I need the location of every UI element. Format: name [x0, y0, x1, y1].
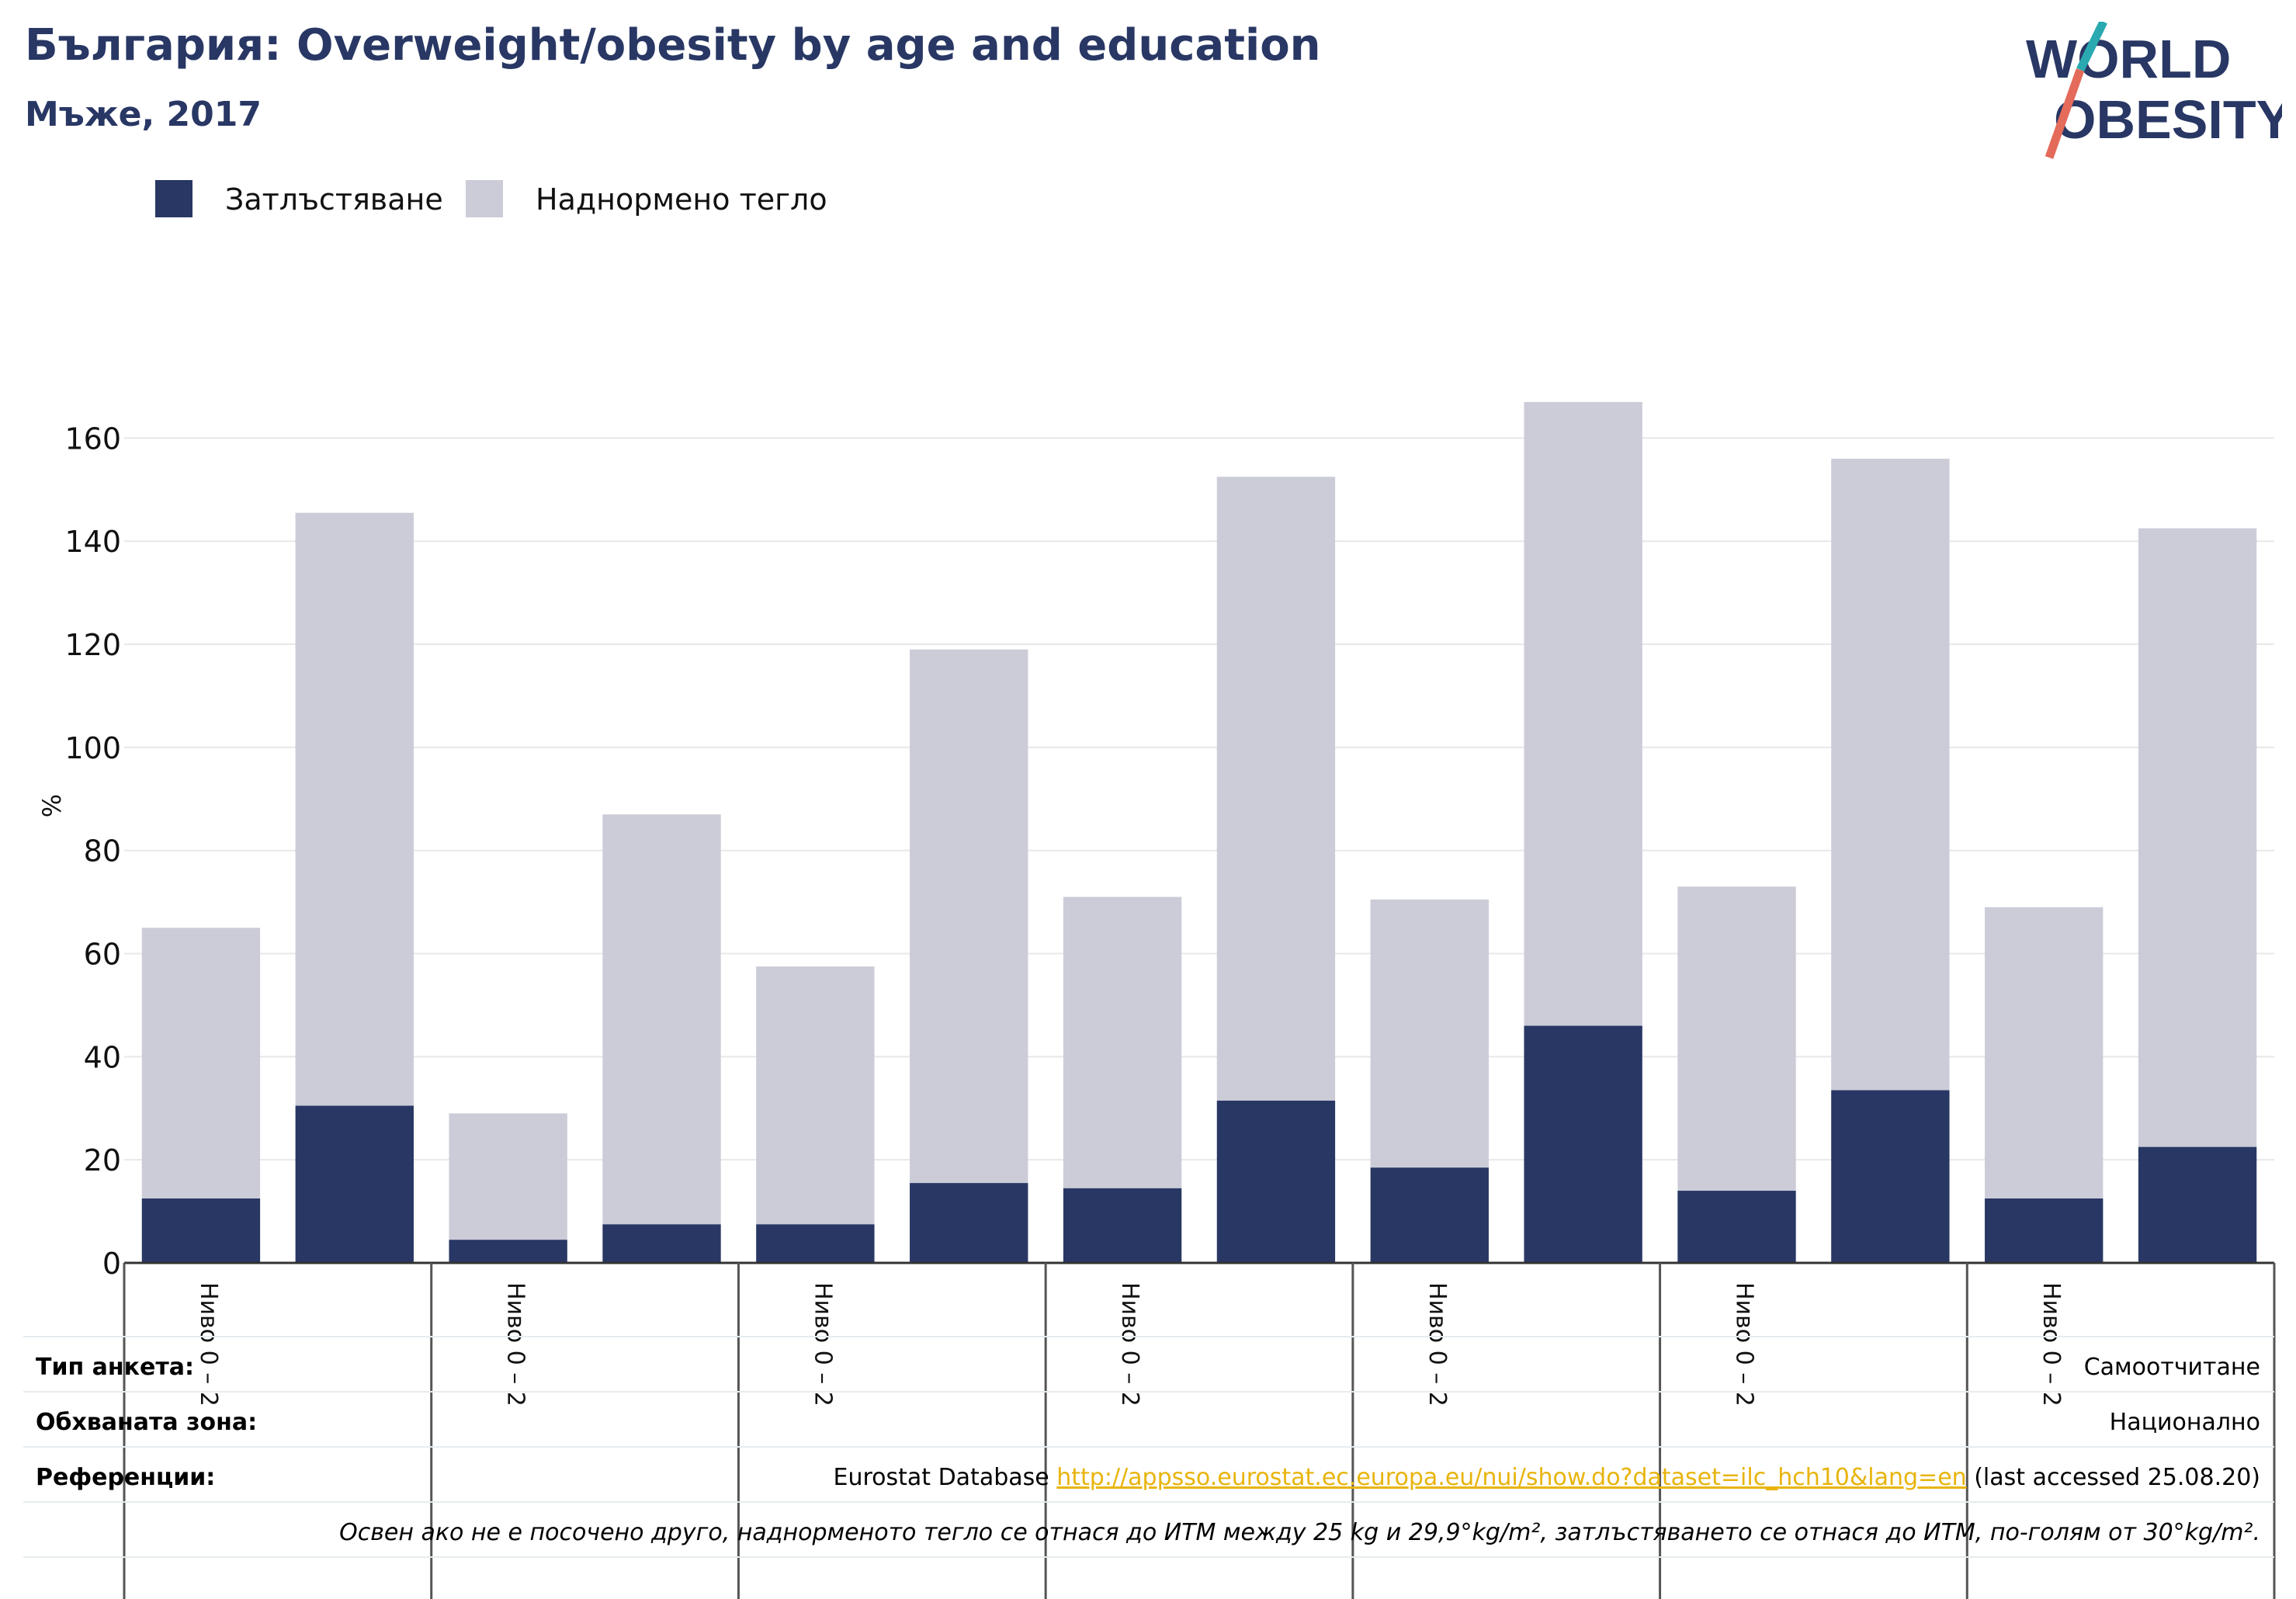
- chart-title: България: Overweight/obesity by age and …: [25, 20, 1321, 71]
- bar-overweight: [1524, 401, 1642, 1026]
- bar-obesity: [1370, 1167, 1489, 1263]
- bar-obesity: [1831, 1090, 1950, 1263]
- survey-type-value: Самоотчитане: [2083, 1354, 2260, 1381]
- bar-obesity: [1063, 1188, 1182, 1263]
- x-axis: Ниво 0 – 2 Ниво 0 – 2 Ниво 0 – 2 Ниво 0 – 2…: [123, 1261, 2276, 1599]
- y-tick-label: 0: [102, 1247, 121, 1281]
- references-suffix: (last accessed 25.08.20): [1974, 1464, 2260, 1491]
- bar-obesity: [756, 1224, 875, 1263]
- bar-overweight: [1370, 899, 1489, 1168]
- world-obesity-logo: WORLD OBESITY: [2026, 22, 2282, 159]
- bar-obesity: [1985, 1198, 2104, 1263]
- bars: [141, 401, 2257, 1263]
- bar-obesity: [2138, 1146, 2257, 1263]
- bar-obesity: [602, 1224, 721, 1263]
- grid-lines: [124, 437, 2274, 1161]
- bar-overweight: [756, 966, 875, 1225]
- group-label: Ниво 0 – 2: [195, 1282, 222, 1406]
- legend-swatch: [155, 180, 192, 217]
- group-label: Ниво 0 – 2: [1424, 1282, 1451, 1406]
- y-axis-label: %: [37, 794, 67, 817]
- footer-table-lines: [23, 1336, 2274, 1558]
- references-label: Референции:: [36, 1464, 216, 1491]
- legend-label: Затлъстяване: [225, 182, 443, 217]
- bar-overweight: [295, 512, 414, 1106]
- bar-obesity: [141, 1198, 261, 1263]
- bar-overweight: [602, 814, 721, 1225]
- y-tick-label: 80: [84, 834, 121, 869]
- group-label: Ниво 0 – 2: [502, 1282, 529, 1406]
- logo-line1: WORLD: [2026, 29, 2231, 89]
- logo-line2: OBESITY: [2054, 89, 2282, 150]
- references-link[interactable]: http://appsso.eurostat.ec.europa.eu/nui/…: [1056, 1464, 1967, 1491]
- bar-obesity: [449, 1240, 567, 1263]
- y-tick-label: 60: [84, 938, 121, 972]
- coverage-value: Национално: [2109, 1409, 2260, 1436]
- group-label: Ниво 0 – 2: [1116, 1282, 1143, 1406]
- legend: Затлъстяване Наднормено тегло: [155, 180, 827, 217]
- group-label: Ниво 0 – 2: [2038, 1282, 2065, 1406]
- y-tick-label: 40: [84, 1040, 121, 1074]
- y-tick-label: 20: [84, 1143, 121, 1178]
- bar-obesity: [295, 1105, 414, 1263]
- bar-overweight: [1831, 458, 1950, 1091]
- definition-note: Освен ако не е посочено друго, наднормен…: [339, 1519, 2260, 1546]
- bar-obesity: [1524, 1025, 1642, 1263]
- survey-type-label: Тип анкета:: [36, 1354, 194, 1381]
- y-tick-label: 100: [64, 731, 121, 765]
- bar-overweight: [1985, 907, 2104, 1198]
- group-label: Ниво 0 – 2: [1731, 1282, 1758, 1406]
- references-prefix: Eurostat Database: [833, 1464, 1049, 1491]
- bar-overweight: [1063, 897, 1182, 1188]
- coverage-label: Обхваната зона:: [36, 1409, 258, 1436]
- bar-overweight: [449, 1113, 567, 1240]
- chart-subtitle: Мъже, 2017: [25, 95, 262, 134]
- bar-overweight: [2138, 528, 2257, 1147]
- references-value: Eurostat Database http://appsso.eurostat…: [834, 1464, 2261, 1491]
- y-tick-label: 160: [64, 421, 121, 456]
- bar-overweight: [1216, 477, 1336, 1101]
- bar-obesity: [1216, 1100, 1336, 1263]
- y-axis: 0 20 40 60 80 100 120 140 160%: [37, 421, 121, 1281]
- bar-overweight: [910, 649, 1028, 1184]
- y-tick-label: 140: [64, 525, 121, 559]
- legend-label: Наднормено тегло: [536, 182, 827, 217]
- bar-obesity: [1677, 1191, 1796, 1263]
- bar-overweight: [1677, 886, 1796, 1191]
- bar-obesity: [910, 1183, 1028, 1263]
- group-label: Ниво 0 – 2: [809, 1282, 836, 1406]
- legend-swatch: [466, 180, 503, 217]
- y-tick-label: 120: [64, 628, 121, 662]
- bar-overweight: [141, 928, 261, 1198]
